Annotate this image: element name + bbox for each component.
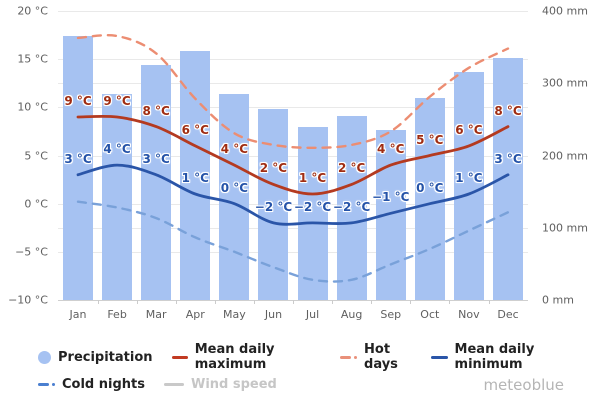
y-axis-tick-temp: 15 °C [17, 52, 48, 66]
x-axis-tick: Sep [380, 308, 402, 321]
precip-bar [493, 58, 523, 300]
x-axis-tick: Jan [69, 308, 87, 321]
axis-minor-tick [136, 300, 138, 304]
axis-minor-tick [449, 300, 451, 304]
legend-swatch-dash [340, 355, 358, 359]
axis-minor-tick [371, 300, 373, 304]
temp-label-mean-daily-maximum: 9 °C [103, 94, 131, 108]
y-axis-tick-precip: 0 mm [542, 293, 574, 307]
temp-label-mean-daily-maximum: 2 °C [337, 161, 366, 176]
temp-label-mean-daily-maximum: 8 °C [142, 103, 170, 118]
x-axis-tick: Oct [420, 308, 440, 321]
x-axis-tick: Apr [185, 308, 205, 321]
legend-row: Precipitation Mean daily maximum Hot days M… [38, 342, 578, 372]
x-axis-tick: Nov [458, 308, 480, 321]
temp-label-mean-daily-minimum: 4 °C [103, 142, 131, 157]
temp-label-mean-daily-minimum: 0 °C [220, 180, 249, 195]
axis-minor-tick [488, 300, 490, 304]
legend-wind-speed[interactable]: Wind speed [163, 377, 277, 392]
legend-label: Hot days [364, 342, 398, 372]
temp-label-mean-daily-minimum: 1 °C [455, 171, 483, 185]
temp-label-mean-daily-minimum: 3 °C [494, 151, 522, 166]
precip-bar [219, 94, 250, 300]
gridline [58, 59, 528, 61]
temp-label-mean-daily-minimum: 3 °C [142, 151, 170, 166]
legend-precipitation[interactable]: Precipitation [38, 350, 153, 365]
temp-label-mean-daily-minimum: −2 °C [332, 199, 371, 214]
legend-label: Mean daily maximum [194, 342, 275, 372]
temp-label-mean-daily-maximum: 5 °C [416, 132, 444, 147]
temp-label-mean-daily-maximum: 6 °C [181, 122, 209, 137]
axis-minor-tick [293, 300, 294, 304]
axis-minor-tick [214, 300, 216, 304]
legend-row: Cold nights Wind speed [38, 377, 578, 392]
x-axis-tick: Feb [107, 308, 127, 321]
x-axis-tick: Mar [145, 308, 167, 321]
temp-label-mean-daily-minimum: 0 °C [416, 180, 444, 195]
legend-label: Wind speed [190, 377, 277, 392]
temp-label-mean-daily-minimum: −1 °C [372, 190, 410, 205]
gridline [58, 11, 528, 12]
temp-label-mean-daily-maximum: 4 °C [377, 142, 405, 157]
y-axis-tick-temp: −5 °C [15, 245, 48, 259]
legend-swatch-dash [38, 383, 55, 386]
y-axis-tick-temp: 20 °C [17, 4, 48, 18]
legend-label: Precipitation [58, 349, 153, 365]
legend-swatch-circle [38, 350, 51, 364]
meteoblue-watermark: meteoblue [483, 376, 564, 394]
temp-label-mean-daily-minimum: −2 °C [254, 199, 293, 214]
legend-mean-daily-maximum[interactable]: Mean daily maximum [171, 342, 321, 372]
x-axis-tick: May [222, 308, 246, 321]
y-axis-tick-temp: 0 °C [24, 197, 48, 211]
precip-bar [414, 97, 445, 300]
y-axis-tick-precip: 300 mm [542, 76, 588, 90]
x-axis-tick: Jun [264, 308, 283, 321]
temp-label-mean-daily-maximum: 6 °C [455, 122, 483, 137]
legend-swatch-line [163, 383, 184, 386]
legend-cold-nights[interactable]: Cold nights [38, 377, 145, 392]
temp-label-mean-daily-maximum: 1 °C [298, 171, 327, 185]
temp-label-mean-daily-maximum: 2 °C [259, 161, 288, 176]
legend-hot-days[interactable]: Hot days [340, 342, 412, 372]
y-axis-tick-precip: 400 mm [542, 4, 588, 18]
temp-label-mean-daily-maximum: 4 °C [220, 142, 249, 157]
legend-swatch-line [171, 355, 188, 359]
precip-bar [141, 65, 172, 300]
precip-bar [63, 36, 93, 300]
axis-minor-tick [97, 300, 99, 304]
temp-label-mean-daily-maximum: 8 °C [494, 103, 522, 118]
y-axis-tick-precip: 100 mm [542, 221, 588, 235]
legend-mean-daily-minimum[interactable]: Mean daily minimum [431, 342, 578, 372]
legend-label: Mean daily minimum [454, 342, 535, 372]
x-axis-tick: Aug [340, 308, 363, 321]
temp-label-mean-daily-minimum: 1 °C [181, 171, 209, 185]
y-axis-tick-temp: −10 °C [8, 293, 48, 307]
y-axis-tick-precip: 200 mm [542, 149, 588, 162]
precip-bar [102, 94, 133, 300]
y-axis-tick-temp: 5 °C [24, 149, 48, 162]
x-axis-tick: Dec [497, 308, 519, 321]
temp-label-mean-daily-minimum: −2 °C [293, 199, 332, 214]
axis-minor-tick [175, 300, 177, 304]
temp-label-mean-daily-minimum: 3 °C [64, 151, 92, 166]
y-axis-tick-temp: 10 °C [17, 100, 48, 114]
axis-minor-tick [332, 300, 334, 304]
axis-minor-tick [410, 300, 412, 304]
legend-label: Cold nights [62, 377, 145, 392]
axis-minor-tick [253, 300, 255, 304]
precip-bar [453, 72, 484, 300]
temp-label-mean-daily-maximum: 9 °C [64, 94, 92, 108]
legend: Precipitation Mean daily maximum Hot days M… [38, 342, 578, 392]
legend-swatch-line [431, 355, 448, 359]
x-axis-tick: Jul [305, 308, 320, 321]
